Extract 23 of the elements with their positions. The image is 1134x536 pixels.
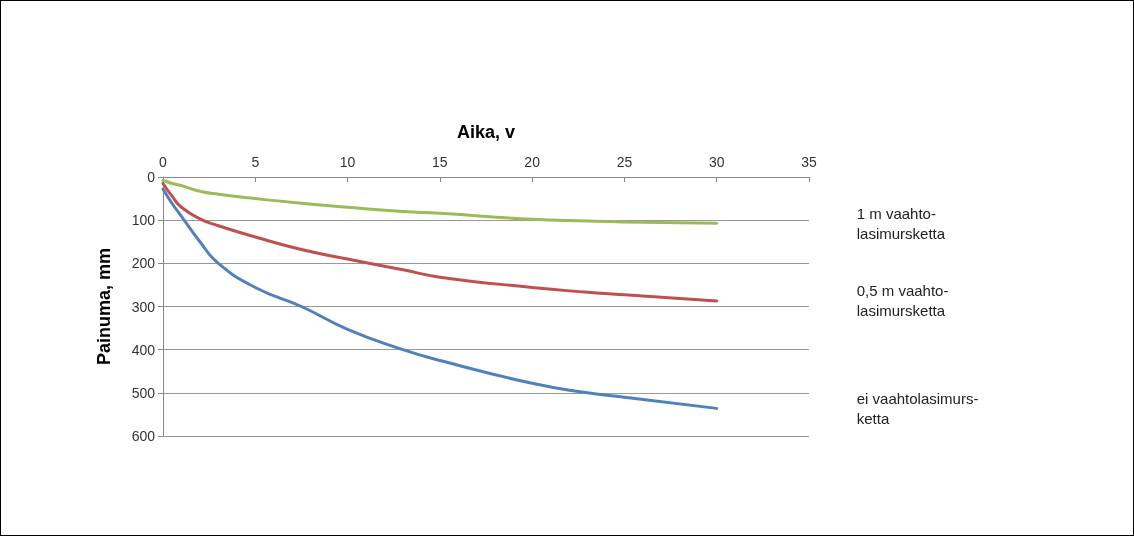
text: 1 m vaahto- lasimursketta [856,204,946,242]
line-series [161,181,719,303]
x-tick-label: 25 [616,154,633,170]
x-tick-label: 35 [801,154,817,170]
text: 0,5 m vaahto- lasimursketta [856,282,949,320]
y-axis-title: Painuma, mm [94,247,114,366]
y-tick-label: 0 [147,169,156,185]
y-tick-label: 100 [131,212,156,229]
y-tick-label: 400 [131,341,156,358]
x-tick-label: 15 [432,154,448,170]
x-axis-title: Aika, v [456,122,516,142]
x-tick-label: 0 [159,154,168,170]
line-series [161,187,719,410]
line-series [161,178,719,225]
text: ei vaahtolasimurs- ketta [856,389,979,427]
x-tick-label: 30 [708,154,725,170]
y-tick-label: 500 [131,384,156,401]
x-tick-label: 10 [339,154,356,170]
y-tick-label: 600 [131,428,156,444]
x-tick-label: 20 [524,154,541,170]
y-tick-label: 300 [131,298,156,315]
x-tick-label: 5 [251,154,260,170]
y-tick-label: 200 [131,255,156,272]
